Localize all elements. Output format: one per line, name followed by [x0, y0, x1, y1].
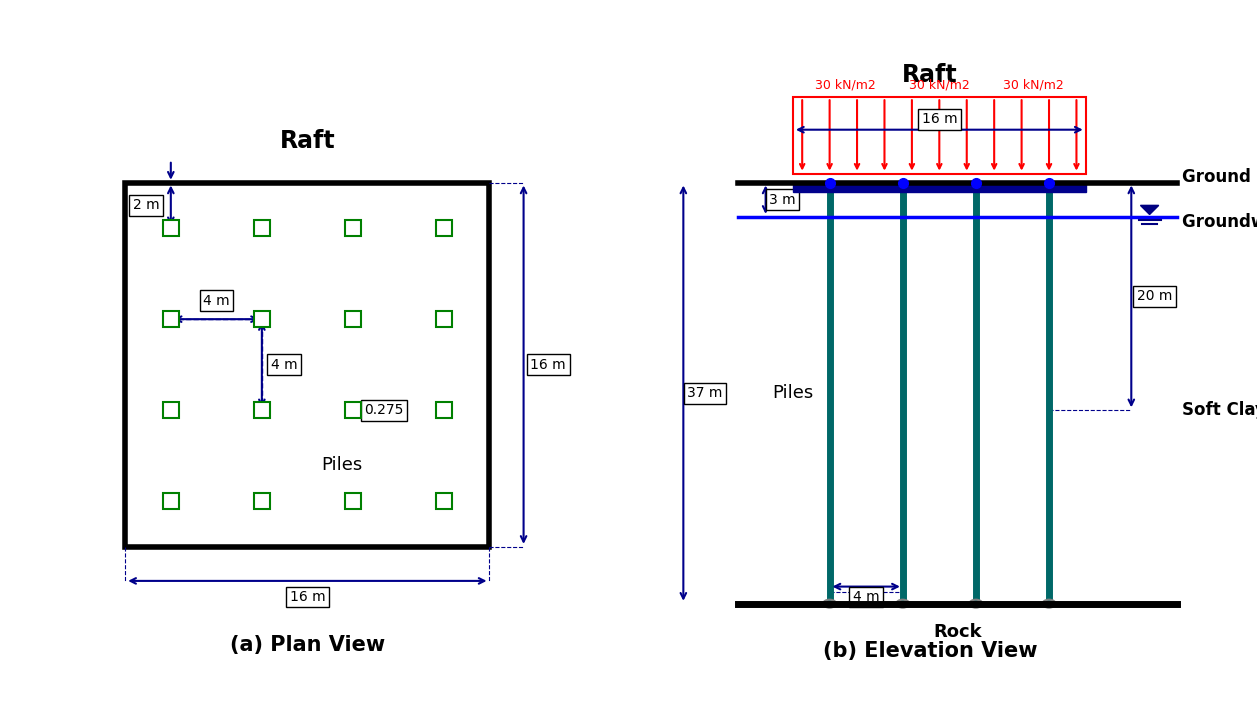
- Text: Piles: Piles: [773, 384, 813, 402]
- Bar: [254, 493, 270, 509]
- Text: Piles: Piles: [321, 456, 362, 474]
- Bar: [344, 220, 361, 236]
- Text: 0.275: 0.275: [365, 404, 403, 417]
- Bar: [254, 311, 270, 327]
- Polygon shape: [1140, 205, 1159, 215]
- Text: 30 kN/m2: 30 kN/m2: [816, 78, 876, 92]
- Bar: [254, 220, 270, 236]
- Bar: [344, 402, 361, 418]
- Text: 4 m: 4 m: [854, 590, 880, 604]
- Bar: [126, 182, 489, 547]
- Bar: [254, 402, 270, 418]
- Text: 16 m: 16 m: [289, 590, 326, 604]
- Text: Groundwater Table: Groundwater Table: [1183, 213, 1257, 231]
- Text: (a) Plan View: (a) Plan View: [230, 635, 385, 655]
- Text: 16 m: 16 m: [921, 112, 957, 126]
- Text: 16 m: 16 m: [530, 358, 566, 372]
- Bar: [436, 220, 451, 236]
- Bar: [344, 493, 361, 509]
- Text: Rock: Rock: [933, 623, 982, 641]
- Text: 3 m: 3 m: [769, 192, 796, 207]
- Bar: [344, 311, 361, 327]
- Text: (b) Elevation View: (b) Elevation View: [823, 641, 1037, 661]
- Text: 4 m: 4 m: [204, 294, 230, 308]
- Text: Ground Surface: Ground Surface: [1183, 168, 1257, 186]
- Bar: [436, 493, 451, 509]
- Bar: [793, 182, 1086, 192]
- Bar: [163, 220, 178, 236]
- Bar: [163, 402, 178, 418]
- Text: Raft: Raft: [279, 129, 336, 153]
- Text: Soft Clay: Soft Clay: [1183, 401, 1257, 419]
- Text: 30 kN/m2: 30 kN/m2: [1003, 78, 1063, 92]
- Text: 2 m: 2 m: [133, 198, 160, 213]
- Text: Raft: Raft: [903, 62, 958, 86]
- Bar: [163, 311, 178, 327]
- Bar: [436, 311, 451, 327]
- Bar: [793, 97, 1086, 174]
- Text: 4 m: 4 m: [272, 358, 298, 372]
- Bar: [436, 402, 451, 418]
- Text: 30 kN/m2: 30 kN/m2: [909, 78, 969, 92]
- Bar: [163, 493, 178, 509]
- Text: 20 m: 20 m: [1136, 289, 1173, 304]
- Text: 37 m: 37 m: [688, 386, 723, 400]
